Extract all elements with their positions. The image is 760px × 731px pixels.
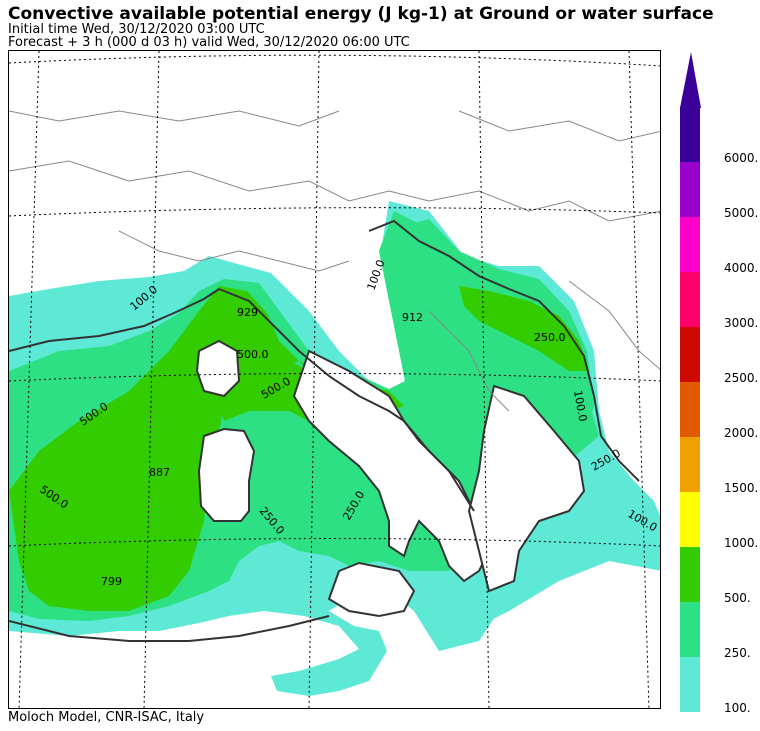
legend-label: 250. bbox=[724, 646, 751, 660]
cape-250-adriatic bbox=[404, 219, 594, 446]
legend-swatch bbox=[680, 437, 700, 492]
sw-balkans bbox=[467, 384, 586, 593]
legend-label: 100. bbox=[724, 701, 751, 715]
corsica bbox=[195, 339, 241, 398]
legend-arrow-shape bbox=[680, 52, 701, 108]
contour-label-100-c: 100.0 bbox=[571, 389, 589, 422]
contour-label-500-c: 500.0 bbox=[237, 348, 269, 361]
contour-label-912: 912 bbox=[402, 311, 423, 324]
model-credit: Moloch Model, CNR-ISAC, Italy bbox=[8, 710, 205, 725]
contour-label-799: 799 bbox=[101, 575, 122, 588]
contour-label-250-c: 250.0 bbox=[534, 331, 566, 344]
graticule bbox=[9, 51, 660, 708]
cape-100-southeast bbox=[479, 491, 660, 626]
legend-label: 2500. bbox=[724, 371, 759, 385]
sardinia bbox=[197, 427, 256, 522]
legend-swatch bbox=[680, 602, 700, 657]
chart-title: Convective available potential energy (J… bbox=[8, 4, 714, 24]
legend-label: 6000. bbox=[724, 151, 759, 165]
legend-swatch bbox=[680, 162, 700, 217]
contour-label-929: 929 bbox=[237, 306, 258, 319]
land-areas bbox=[195, 339, 586, 618]
legend-swatch bbox=[680, 382, 700, 437]
legend-swatch bbox=[680, 327, 700, 382]
legend-swatch bbox=[680, 217, 700, 272]
legend-swatch bbox=[680, 107, 700, 162]
forecast-time: Forecast + 3 h (000 d 03 h) valid Wed, 3… bbox=[8, 35, 410, 50]
map-panel: 929 887 799 500.0 500.0 500.0 500.0 250.… bbox=[8, 50, 661, 709]
legend-label: 4000. bbox=[724, 261, 759, 275]
color-legend: 6000. 5000. 4000. 3000. 2500. 2000. 1500. 1000.… bbox=[680, 52, 760, 715]
legend-label: 1500. bbox=[724, 481, 759, 495]
contour-label-887: 887 bbox=[149, 466, 170, 479]
legend-label: 500. bbox=[724, 591, 751, 605]
legend-swatch bbox=[680, 492, 700, 547]
legend-swatch bbox=[680, 657, 700, 712]
italy-peninsula bbox=[292, 349, 491, 583]
cape-map: 929 887 799 500.0 500.0 500.0 500.0 250.… bbox=[9, 51, 660, 708]
legend-label: 3000. bbox=[724, 316, 759, 330]
legend-label: 2000. bbox=[724, 426, 759, 440]
legend-swatch bbox=[680, 272, 700, 327]
legend-top-arrow bbox=[680, 52, 701, 108]
cape-500-adriatic bbox=[459, 286, 589, 371]
legend-swatch bbox=[680, 547, 700, 602]
initial-time: Initial time Wed, 30/12/2020 03:00 UTC bbox=[8, 22, 265, 37]
sicily bbox=[327, 561, 416, 618]
legend-label: 5000. bbox=[724, 206, 759, 220]
country-borders bbox=[9, 110, 660, 412]
legend-label: 1000. bbox=[724, 536, 759, 550]
coastlines bbox=[9, 219, 640, 642]
